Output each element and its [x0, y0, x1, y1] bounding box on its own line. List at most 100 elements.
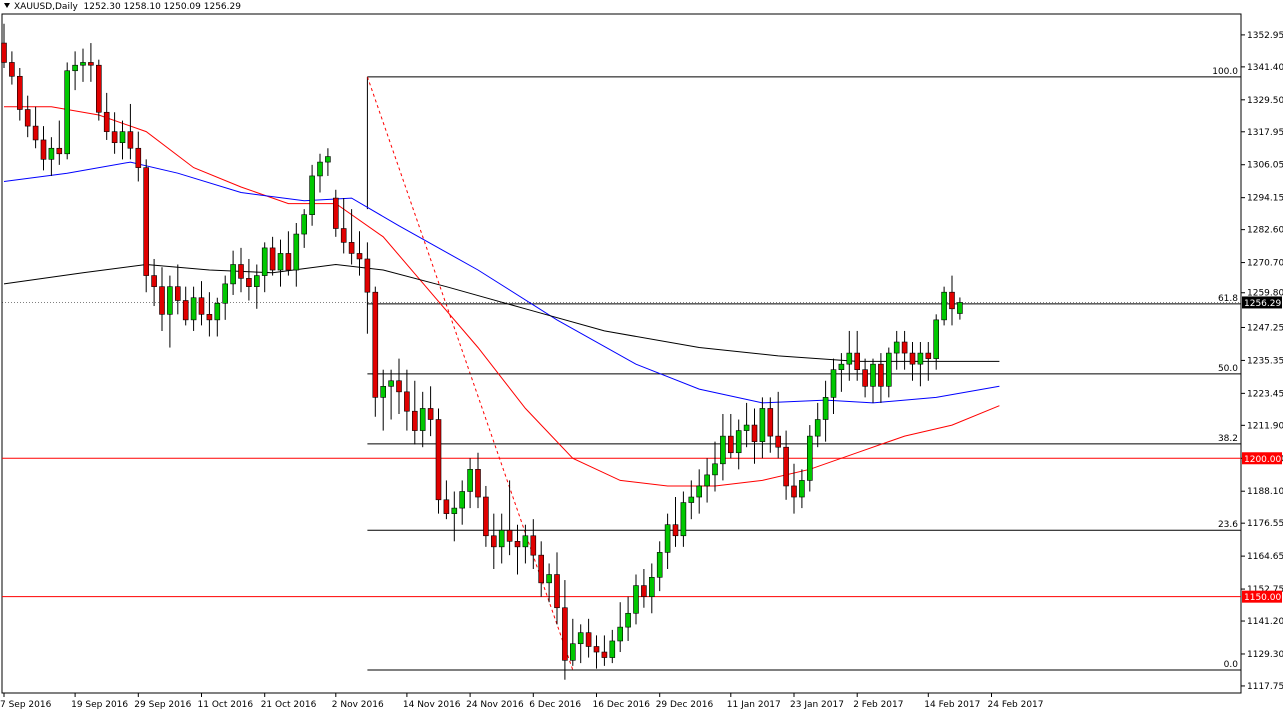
- bull-candle: [80, 48, 86, 82]
- bear-candle: [269, 236, 276, 276]
- candle-body: [372, 291, 379, 398]
- candle-body: [933, 319, 940, 359]
- candle-body: [901, 341, 908, 354]
- current-price-tag: [1242, 296, 1282, 309]
- candle-body: [648, 576, 655, 597]
- bull-candle: [957, 297, 963, 320]
- candle-body: [846, 352, 853, 365]
- candle-body: [72, 64, 78, 72]
- bear-candle: [949, 275, 955, 326]
- candle-body: [633, 585, 639, 614]
- candle-body: [751, 424, 758, 442]
- bull-candle: [388, 369, 394, 420]
- bull-candle: [419, 391, 426, 448]
- bull-candle: [254, 264, 260, 309]
- bull-candle: [870, 358, 876, 403]
- candle-body: [182, 300, 189, 321]
- x-tick-label: 2 Nov 2016: [332, 700, 384, 710]
- x-tick-label: 14 Feb 2017: [924, 700, 980, 710]
- candle-body: [498, 529, 505, 548]
- bear-candle: [16, 67, 23, 121]
- bear-candle: [554, 552, 560, 625]
- candle-body: [656, 552, 663, 578]
- bear-candle: [198, 281, 205, 326]
- chart-header: XAUUSD,Daily 1252.30 1258.10 1250.09 125…: [4, 2, 241, 12]
- candle-body: [317, 161, 323, 177]
- candle-body: [80, 62, 86, 66]
- bear-candle: [238, 247, 244, 293]
- bull-candle: [380, 369, 387, 431]
- bear-candle: [767, 397, 774, 453]
- candle-body: [680, 502, 687, 537]
- candle-body: [135, 147, 142, 168]
- bull-candle: [301, 209, 308, 248]
- candle-body: [791, 485, 797, 498]
- candle-body: [261, 247, 268, 276]
- y-tick-label: 1141.20: [1247, 617, 1283, 627]
- candle-body: [506, 529, 513, 542]
- bull-candle: [830, 358, 837, 414]
- bear-candle: [1, 23, 7, 68]
- fib-level-label: 0.0: [1224, 660, 1239, 670]
- candle-body: [246, 278, 252, 287]
- bull-candle: [625, 596, 631, 641]
- candle-body: [254, 275, 260, 287]
- candle-body: [269, 247, 276, 271]
- dropdown-triangle-icon: [4, 3, 10, 8]
- candle-body: [806, 435, 813, 481]
- bear-candle: [925, 342, 932, 381]
- candle-body: [419, 408, 426, 431]
- bear-candle: [490, 513, 497, 569]
- candle-body: [348, 242, 355, 254]
- bull-candle: [933, 314, 940, 370]
- candle-body: [554, 574, 560, 609]
- bear-candle: [435, 408, 442, 514]
- candle-body: [198, 297, 205, 315]
- bull-candle: [893, 330, 900, 370]
- candle-body: [467, 469, 473, 492]
- bull-candle: [277, 239, 284, 287]
- candle-body: [119, 131, 126, 144]
- x-tick-label: 2 Feb 2017: [853, 700, 903, 710]
- y-tick-label: 1352.95: [1247, 31, 1283, 41]
- bear-candle: [32, 106, 39, 149]
- candle-body: [562, 607, 568, 661]
- candle-body: [814, 419, 821, 437]
- level-price-tag: [1242, 590, 1282, 603]
- candle-body: [641, 585, 647, 597]
- bull-candle: [546, 563, 552, 603]
- candle-body: [404, 391, 410, 412]
- bear-candle: [103, 92, 110, 140]
- candle-body: [727, 435, 734, 454]
- bear-candle: [40, 126, 47, 171]
- bull-candle: [119, 120, 126, 160]
- bear-candle: [751, 408, 758, 464]
- bull-candle: [261, 242, 268, 293]
- bull-candle: [806, 425, 813, 492]
- y-tick-label: 1176.55: [1247, 519, 1283, 529]
- candle-body: [40, 139, 47, 160]
- candle-body: [214, 302, 221, 321]
- bear-candle: [143, 159, 149, 293]
- bull-candle: [633, 574, 639, 625]
- fib-level-label: 50.0: [1218, 364, 1238, 374]
- bull-candle: [522, 524, 529, 564]
- bull-candle: [609, 629, 616, 664]
- candle-body: [720, 435, 726, 465]
- candle-body: [190, 297, 197, 321]
- bear-candle: [135, 131, 142, 182]
- candle-body: [830, 369, 837, 398]
- bear-candle: [585, 618, 592, 658]
- x-tick-label: 6 Dec 2016: [529, 700, 581, 710]
- candle-body: [538, 554, 545, 584]
- candle-body: [522, 535, 529, 548]
- y-tick-label: 1282.60: [1247, 226, 1283, 236]
- candle-body: [427, 408, 434, 420]
- y-tick-label: 1329.50: [1247, 96, 1283, 106]
- bear-candle: [862, 358, 868, 398]
- y-tick-label: 1188.10: [1247, 487, 1283, 497]
- candle-body: [32, 125, 39, 141]
- candle-body: [175, 286, 181, 301]
